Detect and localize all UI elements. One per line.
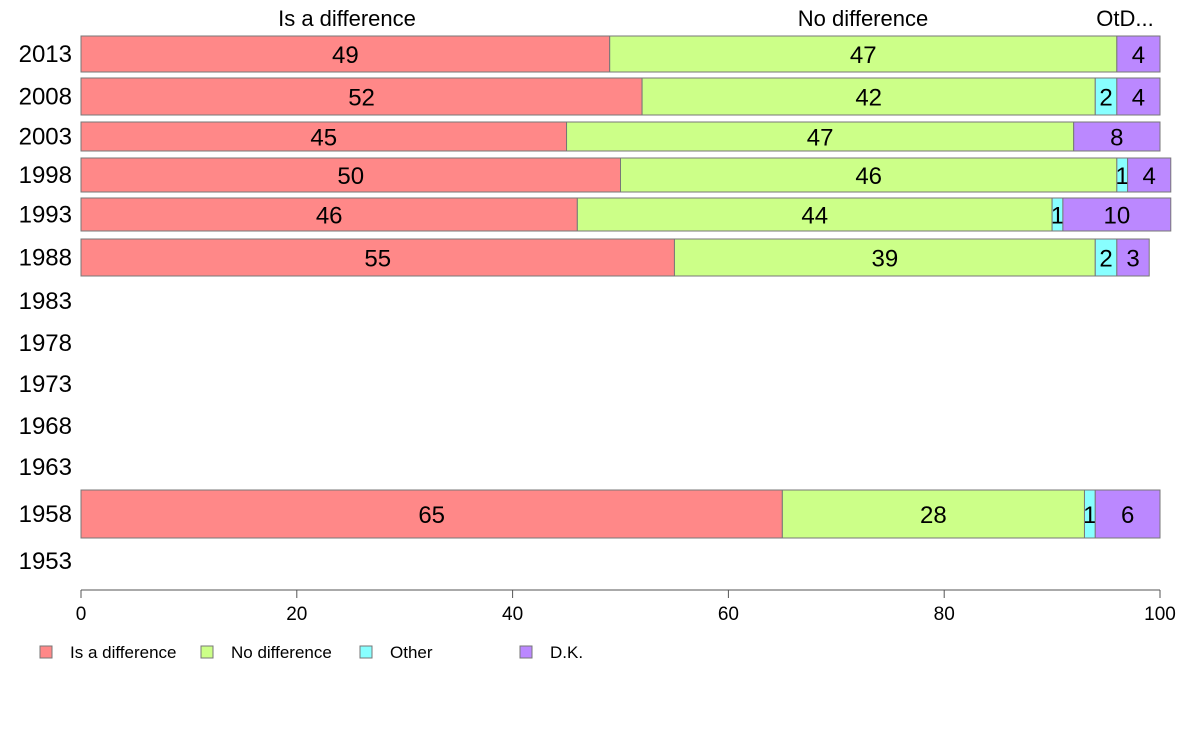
- data-label-1998-3: 4: [1143, 163, 1156, 190]
- data-label-1988-3: 3: [1126, 246, 1139, 273]
- legend-swatch-1: [200, 645, 214, 659]
- legend-swatch-0: [39, 645, 53, 659]
- data-label-1988-2: 2: [1099, 246, 1112, 273]
- legend-swatch-3: [519, 645, 533, 659]
- year-labels: 2013 2008 2003 1998 1993 1988 1983 1978 1973 1968…: [19, 41, 72, 575]
- data-label-1958-0: 65: [418, 502, 445, 529]
- x-tick-label-40: 40: [502, 604, 523, 625]
- x-tick-label-80: 80: [934, 604, 955, 625]
- data-label-1993-1: 44: [801, 203, 828, 230]
- header-label-0: Is a difference: [278, 6, 416, 31]
- year-label-1968: 1968: [19, 413, 72, 440]
- bar-1988-no-difference: [673, 238, 1096, 277]
- data-label-2003-1: 47: [807, 125, 834, 152]
- legend: Is a difference No difference Other D.K.: [39, 643, 583, 662]
- data-label-1993-2: 1: [1051, 203, 1064, 230]
- bar-1993-no-difference: [576, 197, 1053, 232]
- data-label-1998-1: 46: [855, 163, 882, 190]
- year-label-2003: 2003: [19, 124, 72, 151]
- bar-2008-no-difference: [641, 77, 1096, 116]
- year-label-1983: 1983: [19, 288, 72, 315]
- year-label-1958: 1958: [19, 501, 72, 528]
- year-label-1978: 1978: [19, 330, 72, 357]
- year-label-1998: 1998: [19, 162, 72, 189]
- legend-label-0: Is a difference: [70, 643, 176, 662]
- data-label-1993-0: 46: [316, 203, 343, 230]
- year-label-2013: 2013: [19, 41, 72, 68]
- data-label-1998-2: 1: [1116, 163, 1129, 190]
- bar-2013-no-difference: [609, 35, 1118, 73]
- data-label-2008-2: 2: [1099, 85, 1112, 112]
- column-header-labels: Is a difference No difference OtD...: [278, 6, 1154, 31]
- bar-2003-d-k-: [1073, 121, 1161, 152]
- data-label-2008-0: 52: [348, 85, 375, 112]
- year-label-1988: 1988: [19, 245, 72, 272]
- data-label-2013-0: 49: [332, 42, 359, 69]
- header-label-1: No difference: [798, 6, 928, 31]
- bar-1958-is-a-difference: [80, 489, 783, 539]
- data-label-1988-1: 39: [872, 246, 899, 273]
- bar-1988-is-a-difference: [80, 238, 675, 277]
- data-label-1958-1: 28: [920, 502, 947, 529]
- bar-1998-d-k-: [1127, 157, 1172, 193]
- x-tick-label-60: 60: [718, 604, 739, 625]
- data-label-2013-3: 4: [1132, 42, 1145, 69]
- bar-1993-d-k-: [1062, 197, 1172, 232]
- bar-1998-is-a-difference: [80, 157, 621, 193]
- legend-label-3: D.K.: [550, 643, 583, 662]
- data-label-2003-3: 8: [1110, 125, 1123, 152]
- data-label-1993-3: 10: [1103, 203, 1130, 230]
- data-label-1988-0: 55: [364, 246, 391, 273]
- year-label-1973: 1973: [19, 371, 72, 398]
- legend-label-2: Other: [390, 643, 433, 662]
- bar-1988-d-k-: [1116, 238, 1150, 277]
- bar-2008-is-a-difference: [80, 77, 643, 116]
- x-tick-label-100: 100: [1144, 604, 1176, 625]
- year-label-1953: 1953: [19, 548, 72, 575]
- x-tick-label-20: 20: [286, 604, 307, 625]
- data-label-1958-3: 6: [1121, 502, 1134, 529]
- data-label-2013-1: 47: [850, 42, 877, 69]
- year-label-2008: 2008: [19, 84, 72, 111]
- year-label-1963: 1963: [19, 454, 72, 481]
- bar-2013-is-a-difference: [80, 35, 611, 73]
- data-label-1998-0: 50: [337, 163, 364, 190]
- bar-2013-d-k-: [1116, 35, 1161, 73]
- data-label-1958-2: 1: [1083, 502, 1096, 529]
- bar-1998-no-difference: [620, 157, 1118, 193]
- year-label-1993: 1993: [19, 202, 72, 229]
- legend-swatch-2: [359, 645, 373, 659]
- legend-label-1: No difference: [231, 643, 332, 662]
- data-label-2008-1: 42: [855, 85, 882, 112]
- bar-2008-d-k-: [1116, 77, 1161, 116]
- data-label-2008-3: 4: [1132, 85, 1145, 112]
- x-tick-label-0: 0: [76, 604, 87, 625]
- x-axis: 0 20 40 60 80 100: [76, 589, 1176, 625]
- bar-2003-no-difference: [566, 121, 1075, 152]
- bar-1958-no-difference: [781, 489, 1085, 539]
- bar-1958-d-k-: [1094, 489, 1161, 539]
- header-label-2: OtD...: [1096, 6, 1153, 31]
- data-label-2003-0: 45: [310, 125, 337, 152]
